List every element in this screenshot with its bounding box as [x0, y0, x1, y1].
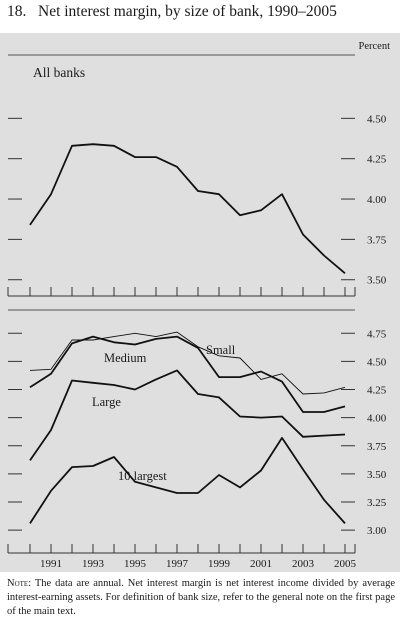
- series-label-large: Large: [92, 395, 121, 409]
- bottom-xtick-label: 1997: [166, 558, 189, 570]
- top-ytick-label: 3.50: [367, 275, 387, 287]
- bottom-xtick-label: 2005: [334, 558, 357, 570]
- bottom-xtick-label: 1991: [40, 558, 62, 570]
- chart-title: 18. Net interest margin, by size of bank…: [7, 3, 337, 20]
- chart-note: Note: The data are annual. Net interest …: [7, 577, 395, 619]
- bottom-ytick-label: 4.75: [367, 328, 387, 340]
- series-line-medium: [29, 335, 346, 413]
- series-line-large: [29, 369, 346, 461]
- series-label-10-largest: 10 largest: [118, 469, 167, 483]
- series-line-10-largest: [29, 436, 346, 524]
- bottom-xtick-label: 2001: [250, 558, 272, 570]
- unit-label: Percent: [359, 41, 391, 52]
- bottom-ytick-label: 4.50: [367, 356, 387, 368]
- bottom-ytick-label: 4.00: [367, 413, 387, 425]
- bottom-xtick-label: 2003: [292, 558, 315, 570]
- series-line-all-banks: [29, 143, 346, 274]
- bottom-ytick-label: 3.75: [367, 441, 387, 453]
- note-heading: Note: [7, 578, 29, 589]
- note-body: : The data are annual. Net interest marg…: [7, 578, 395, 617]
- top-ytick-label: 4.25: [367, 154, 387, 166]
- bottom-xtick-label: 1993: [82, 558, 105, 570]
- bottom-ytick-label: 3.25: [367, 497, 387, 509]
- panel-label-all-banks: All banks: [33, 65, 85, 80]
- bottom-ytick-label: 3.00: [367, 525, 387, 537]
- bottom-xtick-label: 1999: [208, 558, 231, 570]
- series-label-small: Small: [206, 343, 236, 357]
- series-label-medium: Medium: [104, 351, 147, 365]
- bottom-ytick-label: 3.50: [367, 469, 387, 481]
- top-ytick-label: 4.00: [367, 194, 387, 206]
- bottom-xtick-label: 1995: [124, 558, 147, 570]
- bottom-ytick-label: 4.25: [367, 385, 387, 397]
- top-ytick-label: 4.50: [367, 113, 387, 125]
- top-ytick-label: 3.75: [367, 234, 387, 246]
- chart-svg: Percent All banks 3.50 3.75 4.00 4.25 4.50 3.…: [7, 41, 391, 570]
- chart-panel: Percent All banks 3.50 3.75 4.00 4.25 4.50 3.…: [0, 33, 400, 572]
